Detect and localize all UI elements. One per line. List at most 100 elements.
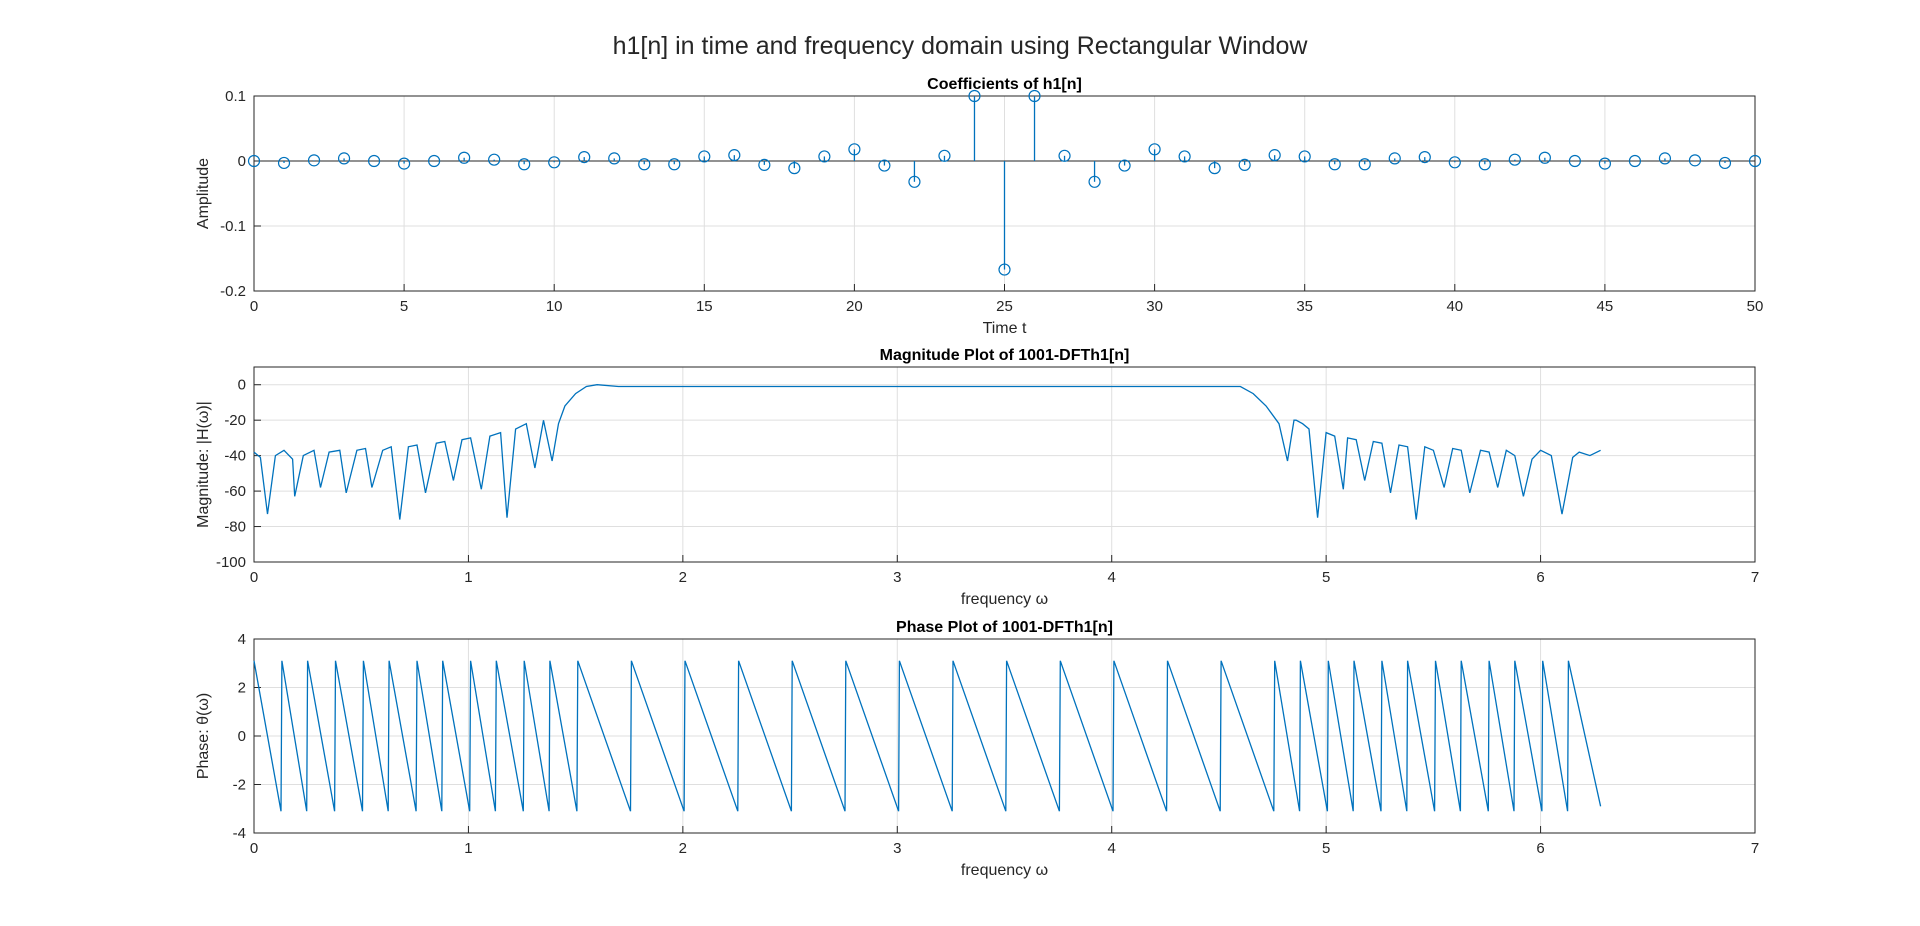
stem-marker bbox=[1208, 162, 1221, 175]
stem-marker bbox=[848, 143, 861, 156]
x-axis-label: frequency ω bbox=[961, 591, 1048, 608]
x-tick-label: 5 bbox=[400, 298, 408, 315]
stem-marker bbox=[1178, 150, 1191, 163]
stem-marker bbox=[1388, 152, 1401, 165]
y-axis-label: Amplitude bbox=[195, 158, 212, 229]
magnitude-line bbox=[253, 384, 1601, 520]
stem-marker bbox=[1538, 151, 1551, 164]
axes-box bbox=[253, 638, 1756, 834]
x-tick-label: 2 bbox=[679, 569, 687, 586]
subplot-title: Magnitude Plot of 1001-DFTh1[n] bbox=[880, 347, 1130, 364]
y-axis-label: Phase: θ(ω) bbox=[195, 693, 212, 779]
stem-marker bbox=[1448, 156, 1461, 169]
stem-marker bbox=[458, 151, 471, 164]
x-tick-label: 50 bbox=[1747, 298, 1764, 315]
x-axis-label: frequency ω bbox=[961, 862, 1048, 879]
stem-marker bbox=[1418, 151, 1431, 164]
subplot-2: 0 1 2 3 4 5 6 7 0 -20 -40 -60 -80 -100 Magnitude Plot … bbox=[195, 347, 1759, 608]
y-tick-label: -100 bbox=[216, 554, 246, 571]
x-tick-label: 3 bbox=[893, 569, 901, 586]
stem-marker bbox=[998, 263, 1011, 276]
stem-marker bbox=[398, 157, 411, 170]
stem-marker bbox=[1328, 158, 1341, 171]
y-axis-label: Magnitude: |H(ω)| bbox=[195, 401, 212, 528]
stem-marker bbox=[1598, 157, 1612, 170]
x-tick-label: 0 bbox=[250, 298, 258, 315]
x-tick-label: 7 bbox=[1751, 569, 1759, 586]
stem-marker bbox=[1148, 143, 1161, 156]
stem-marker bbox=[1358, 158, 1371, 171]
stem-marker bbox=[1508, 153, 1521, 166]
y-tick-label: -2 bbox=[233, 777, 246, 794]
stem-marker bbox=[488, 153, 501, 166]
y-tick-label: -20 bbox=[224, 412, 246, 429]
x-tick-label: 5 bbox=[1322, 569, 1330, 586]
stem-marker bbox=[1238, 158, 1251, 171]
y-tick-label: -0.1 bbox=[220, 218, 246, 235]
stem-marker bbox=[1718, 156, 1732, 170]
stem-marker bbox=[247, 154, 261, 168]
stem-marker bbox=[1628, 154, 1642, 168]
subplot-title: Coefficients of h1[n] bbox=[927, 76, 1082, 93]
y-tick-label: 2 bbox=[238, 680, 246, 697]
stem-marker bbox=[1298, 150, 1311, 163]
x-tick-label: 30 bbox=[1146, 298, 1163, 315]
x-tick-label: 10 bbox=[546, 298, 563, 315]
stem-marker bbox=[367, 154, 381, 168]
x-tick-label: 0 bbox=[250, 840, 258, 857]
subplot-title: Phase Plot of 1001-DFTh1[n] bbox=[896, 619, 1113, 636]
stem-marker bbox=[1658, 152, 1672, 165]
y-tick-label: -60 bbox=[224, 483, 246, 500]
stem-marker bbox=[788, 162, 801, 175]
stem-marker bbox=[938, 149, 951, 162]
x-tick-label: 3 bbox=[893, 840, 901, 857]
x-tick-label: 35 bbox=[1296, 298, 1313, 315]
x-tick-label: 0 bbox=[250, 569, 258, 586]
y-tick-label: 0 bbox=[238, 377, 246, 394]
stem-marker bbox=[608, 152, 621, 165]
x-tick-label: 6 bbox=[1536, 840, 1544, 857]
y-tick-label: 0 bbox=[238, 153, 246, 170]
stem-marker bbox=[548, 156, 561, 169]
stem-marker bbox=[698, 150, 711, 163]
stem-marker bbox=[1268, 149, 1281, 162]
x-tick-label: 4 bbox=[1108, 840, 1116, 857]
stem-marker bbox=[968, 89, 981, 103]
subplot-3: 0 1 2 3 4 5 6 7 4 2 0 -2 -4 Phase Plot of 1001-DFTh1[… bbox=[195, 619, 1759, 879]
x-axis-label: Time t bbox=[983, 320, 1027, 337]
x-tick-label: 7 bbox=[1751, 840, 1759, 857]
stem-marker bbox=[277, 156, 291, 170]
x-tick-label: 25 bbox=[996, 298, 1013, 315]
stem-marker bbox=[1088, 175, 1101, 188]
x-tick-label: 4 bbox=[1108, 569, 1116, 586]
phase-line bbox=[253, 660, 1602, 812]
x-tick-label: 6 bbox=[1536, 569, 1544, 586]
subplot-1: 0 5 10 15 20 25 30 35 40 45 50 0.1 0 -0.1 -0.2 Coeffici… bbox=[195, 76, 1763, 337]
stem-marker bbox=[1118, 159, 1131, 172]
y-tick-label: 0.1 bbox=[225, 88, 246, 105]
stem-marker bbox=[908, 175, 921, 188]
figure-title: h1[n] in time and frequency domain using… bbox=[612, 32, 1308, 60]
axes-box bbox=[253, 366, 1756, 563]
stem-marker bbox=[1748, 154, 1762, 168]
x-tick-label: 20 bbox=[846, 298, 863, 315]
stem-marker bbox=[578, 151, 591, 164]
y-tick-label: -0.2 bbox=[220, 283, 246, 300]
stem-marker bbox=[1028, 89, 1041, 103]
x-tick-label: 1 bbox=[464, 569, 472, 586]
y-tick-label: -40 bbox=[224, 448, 246, 465]
stem-marker bbox=[337, 152, 351, 165]
stem-marker bbox=[668, 158, 681, 171]
x-tick-label: 45 bbox=[1597, 298, 1614, 315]
stem-marker bbox=[1688, 154, 1702, 167]
stem-marker bbox=[728, 149, 741, 162]
y-tick-label: 0 bbox=[238, 728, 246, 745]
y-tick-label: -4 bbox=[233, 825, 246, 842]
axes-box bbox=[253, 95, 1756, 292]
x-tick-label: 40 bbox=[1446, 298, 1463, 315]
stem-marker bbox=[1058, 149, 1071, 162]
stem-marker bbox=[638, 158, 651, 171]
stem-marker bbox=[818, 150, 831, 163]
